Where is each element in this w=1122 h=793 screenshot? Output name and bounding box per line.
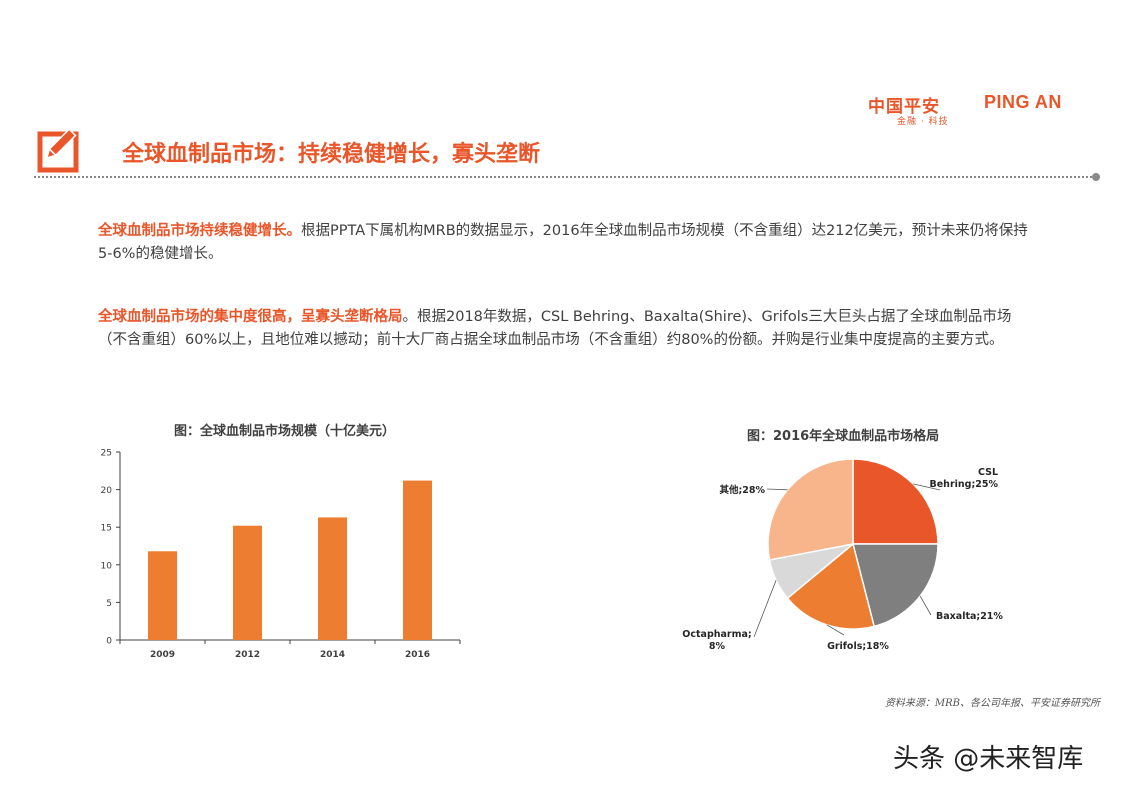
y-tick-label: 15 bbox=[101, 524, 112, 534]
bar bbox=[318, 517, 347, 640]
y-tick-label: 0 bbox=[106, 637, 112, 647]
slice-label: 其他;28% bbox=[719, 484, 765, 496]
ping-an-logo: 中国平安 PING AN bbox=[868, 92, 1098, 117]
watermark: 头条 @未来智库 bbox=[893, 744, 1084, 774]
y-tick-label: 10 bbox=[101, 561, 113, 571]
paragraph-market-growth: 全球血制品市场持续稳健增长。根据PPTA下属机构MRB的数据显示，2016年全球… bbox=[98, 220, 1038, 266]
leader-line bbox=[826, 624, 845, 636]
leader-line bbox=[766, 488, 788, 491]
slice-label: Baxalta;21% bbox=[936, 611, 1003, 622]
paragraph-market-concentration: 全球血制品市场的集中度很高，呈寡头垄断格局。根据2018年数据，CSL Behr… bbox=[98, 306, 1038, 352]
page-title: 全球血制品市场：持续稳健增长，寡头垄断 bbox=[122, 142, 541, 167]
pie-slice bbox=[767, 458, 854, 561]
x-tick-label: 2009 bbox=[150, 650, 175, 660]
pie-slice bbox=[786, 542, 876, 630]
slice-label: Octapharma; 8% bbox=[682, 629, 751, 652]
pie-slice bbox=[852, 458, 939, 545]
divider-end-dot bbox=[1092, 173, 1100, 181]
y-tick-label: 25 bbox=[101, 449, 112, 459]
paragraph-text: 。根据2018年数据，CSL Behring、Baxalta(Shire)、Gr… bbox=[98, 309, 1012, 348]
pie-chart-title: 图：2016年全球血制品市场格局 bbox=[747, 429, 940, 444]
logo-tagline: 金融 · 科技 bbox=[897, 117, 949, 127]
x-tick-label: 2014 bbox=[320, 650, 345, 660]
logo-english-text: PING AN bbox=[984, 92, 1062, 112]
paragraph-highlight: 全球血制品市场的集中度很高，呈寡头垄断格局 bbox=[98, 309, 403, 325]
bar bbox=[233, 525, 262, 640]
leader-line bbox=[919, 595, 932, 616]
bar bbox=[148, 551, 177, 640]
y-tick-label: 20 bbox=[101, 486, 113, 496]
source-note: 资料来源：MRB、各公司年报、平安证券研究所 bbox=[884, 698, 1100, 709]
pie-slice bbox=[852, 543, 939, 628]
slice-label: CSL Behring;25% bbox=[930, 467, 999, 490]
y-tick-label: 5 bbox=[106, 599, 112, 609]
paragraph-highlight: 全球血制品市场持续稳健增长。 bbox=[98, 223, 301, 239]
leader-line bbox=[913, 483, 941, 491]
paragraph-text: 根据PPTA下属机构MRB的数据显示，2016年全球血制品市场规模（不含重组）达… bbox=[98, 223, 1028, 262]
market-size-bar-chart: 0 5 10 15 20 25 2009 2012 2014 2016 bbox=[101, 449, 461, 660]
x-tick-label: 2012 bbox=[235, 650, 260, 660]
edit-pencil-icon bbox=[37, 128, 79, 173]
bar bbox=[403, 480, 432, 640]
leader-line bbox=[753, 580, 777, 638]
bar-chart-title: 图：全球血制品市场规模（十亿美元） bbox=[174, 424, 396, 439]
market-share-pie-chart: CSL Behring;25% Baxalta;21% Grifols;18% Octa… bbox=[682, 458, 1003, 652]
logo-chinese-text: 中国平安 bbox=[868, 97, 940, 117]
slice-label: Grifols;18% bbox=[827, 641, 889, 652]
x-tick-label: 2016 bbox=[405, 650, 430, 660]
title-divider bbox=[34, 176, 1096, 178]
